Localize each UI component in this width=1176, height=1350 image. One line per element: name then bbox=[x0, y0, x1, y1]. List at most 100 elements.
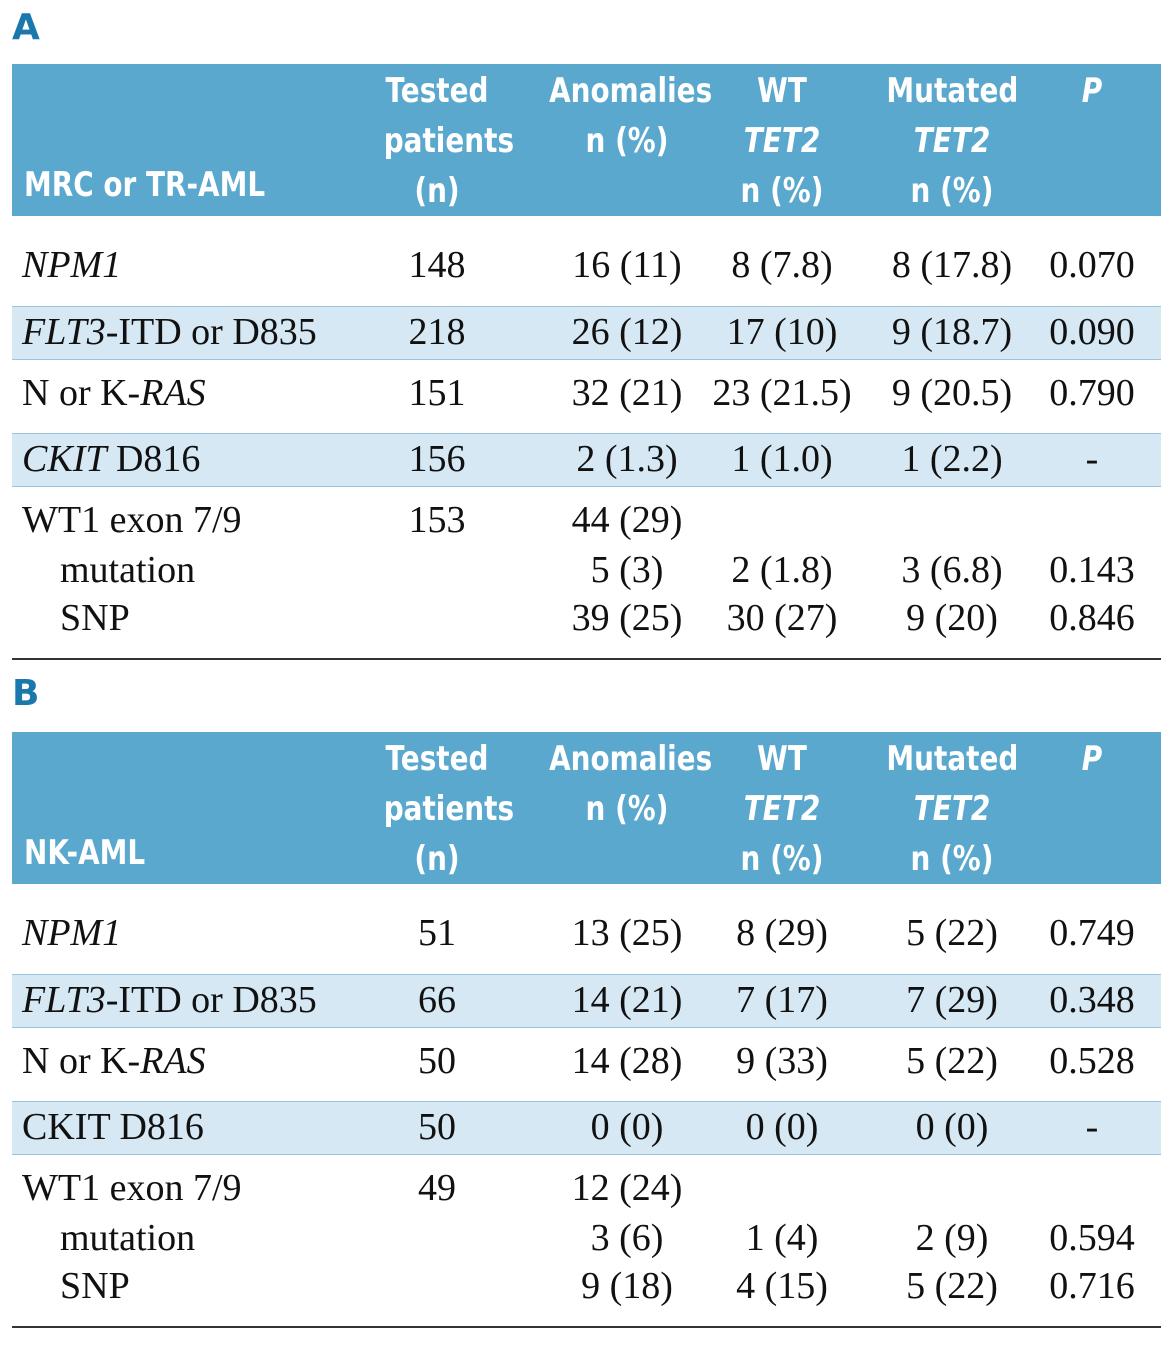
gene-name: WT1 exon 7/9 bbox=[22, 499, 242, 541]
gene-name: NPM1 bbox=[22, 912, 122, 954]
table-row: NPM1 148 16 (11) 8 (7.8) 8 (17.8) 0.070 bbox=[12, 240, 1161, 292]
section-b-label: B bbox=[12, 673, 40, 714]
anomalies-value: 13 (25) bbox=[571, 912, 683, 954]
col-wt-header: WT TET2 n (%) bbox=[740, 739, 824, 879]
wt-value: 0 (0) bbox=[745, 1106, 819, 1148]
mutated-value: 5 (22) bbox=[906, 1040, 998, 1082]
section-a-label: A bbox=[12, 7, 40, 48]
wt-value: 8 (7.8) bbox=[731, 244, 833, 286]
gene-name: NPM1 bbox=[22, 244, 122, 286]
section-a-header: Tested patients (n) Anomalies n (%) WT T… bbox=[12, 64, 1161, 216]
section-b-header: Tested patients (n) Anomalies n (%) WT T… bbox=[12, 732, 1161, 884]
gene-name: CKIT D816 bbox=[22, 1106, 204, 1148]
section-a-bottom-rule bbox=[12, 658, 1161, 660]
p-value: 0.143 bbox=[1049, 549, 1135, 591]
anomalies-value: 32 (21) bbox=[571, 372, 683, 414]
tested-value: 50 bbox=[418, 1040, 456, 1082]
row-group-label: MRC or TR-AML bbox=[24, 165, 266, 205]
p-value: 0.749 bbox=[1049, 912, 1135, 954]
table-row-wt1: WT1 exon 7/9 49 12 (24) mutation 3 (6) 1… bbox=[12, 1163, 1161, 1313]
sub-row-label-snp: SNP bbox=[60, 1265, 130, 1307]
wt-value: 4 (15) bbox=[736, 1265, 828, 1307]
gene-name: WT1 exon 7/9 bbox=[22, 1167, 242, 1209]
anomalies-value: 9 (18) bbox=[581, 1265, 673, 1307]
tested-value: 49 bbox=[418, 1167, 456, 1209]
p-value: 0.348 bbox=[1049, 979, 1135, 1021]
anomalies-value: 16 (11) bbox=[572, 244, 682, 286]
p-value: 0.594 bbox=[1049, 1217, 1135, 1259]
gene-name: CKIT D816 bbox=[22, 438, 201, 480]
p-value: 0.846 bbox=[1049, 597, 1135, 639]
row-group-label: NK-AML bbox=[24, 833, 146, 873]
anomalies-value: 14 (21) bbox=[571, 979, 683, 1021]
mutated-value: 7 (29) bbox=[906, 979, 998, 1021]
col-p-header: P bbox=[1081, 71, 1103, 111]
table-row: FLT3-ITD or D835 66 14 (21) 7 (17) 7 (29… bbox=[12, 974, 1161, 1028]
col-mutated-header: Mutated TET2 n (%) bbox=[886, 71, 1019, 211]
mutated-value: 5 (22) bbox=[906, 1265, 998, 1307]
mutated-value: 8 (17.8) bbox=[891, 244, 1013, 286]
gene-name: FLT3-ITD or D835 bbox=[22, 311, 317, 353]
mutated-value: 5 (22) bbox=[906, 912, 998, 954]
section-b-bottom-rule bbox=[12, 1326, 1161, 1328]
sub-row-label-mutation: mutation bbox=[60, 1217, 196, 1259]
mutated-value: 0 (0) bbox=[915, 1106, 989, 1148]
col-anomalies-header: Anomalies n (%) bbox=[549, 71, 713, 161]
wt-value: 2 (1.8) bbox=[731, 549, 833, 591]
mutated-value: 1 (2.2) bbox=[901, 438, 1003, 480]
wt-value: 8 (29) bbox=[736, 912, 828, 954]
tested-value: 151 bbox=[408, 372, 466, 414]
tested-value: 66 bbox=[418, 979, 456, 1021]
tested-value: 153 bbox=[408, 499, 466, 541]
wt-value: 1 (1.0) bbox=[731, 438, 833, 480]
p-value: 0.790 bbox=[1049, 372, 1135, 414]
sub-row-label-snp: SNP bbox=[60, 597, 130, 639]
tested-value: 148 bbox=[408, 244, 466, 286]
col-tested-header: Tested patients (n) bbox=[383, 739, 515, 879]
table-row-wt1: WT1 exon 7/9 153 44 (29) mutation 5 (3) … bbox=[12, 495, 1161, 645]
tested-value: 50 bbox=[418, 1106, 456, 1148]
p-value: 0.070 bbox=[1049, 244, 1135, 286]
mutated-value: 9 (20) bbox=[906, 597, 998, 639]
mutated-value: 2 (9) bbox=[915, 1217, 989, 1259]
anomalies-value: 39 (25) bbox=[571, 597, 683, 639]
anomalies-value: 26 (12) bbox=[571, 311, 683, 353]
p-value: 0.528 bbox=[1049, 1040, 1135, 1082]
wt-value: 1 (4) bbox=[745, 1217, 819, 1259]
anomalies-value: 44 (29) bbox=[571, 499, 683, 541]
anomalies-value: 2 (1.3) bbox=[576, 438, 678, 480]
table-row: CKIT D816 156 2 (1.3) 1 (1.0) 1 (2.2) - bbox=[12, 433, 1161, 487]
wt-value: 17 (10) bbox=[726, 311, 838, 353]
col-wt-header: WT TET2 n (%) bbox=[740, 71, 824, 211]
mutated-value: 9 (18.7) bbox=[891, 311, 1013, 353]
mutated-value: 3 (6.8) bbox=[901, 549, 1003, 591]
anomalies-value: 12 (24) bbox=[571, 1167, 683, 1209]
wt-value: 7 (17) bbox=[736, 979, 828, 1021]
tested-value: 51 bbox=[418, 912, 456, 954]
p-value: 0.090 bbox=[1049, 311, 1135, 353]
col-p-header: P bbox=[1081, 739, 1103, 779]
col-mutated-header: Mutated TET2 n (%) bbox=[886, 739, 1019, 879]
wt-value: 23 (21.5) bbox=[712, 372, 852, 414]
wt-value: 9 (33) bbox=[736, 1040, 828, 1082]
gene-name: FLT3-ITD or D835 bbox=[22, 979, 317, 1021]
p-value: - bbox=[1085, 438, 1099, 480]
col-anomalies-header: Anomalies n (%) bbox=[549, 739, 713, 829]
mutated-value: 9 (20.5) bbox=[891, 372, 1013, 414]
tested-value: 218 bbox=[408, 311, 466, 353]
table-row: FLT3-ITD or D835 218 26 (12) 17 (10) 9 (… bbox=[12, 306, 1161, 360]
col-tested-header: Tested patients (n) bbox=[383, 71, 515, 211]
p-value: 0.716 bbox=[1049, 1265, 1135, 1307]
anomalies-value: 0 (0) bbox=[590, 1106, 664, 1148]
table-row: N or K-RAS 50 14 (28) 9 (33) 5 (22) 0.52… bbox=[12, 1036, 1161, 1088]
tested-value: 156 bbox=[408, 438, 466, 480]
anomalies-value: 5 (3) bbox=[590, 549, 664, 591]
anomalies-value: 14 (28) bbox=[571, 1040, 683, 1082]
table-row: N or K-RAS 151 32 (21) 23 (21.5) 9 (20.5… bbox=[12, 368, 1161, 420]
p-value: - bbox=[1085, 1106, 1099, 1148]
sub-row-label-mutation: mutation bbox=[60, 549, 196, 591]
gene-name: N or K-RAS bbox=[22, 372, 206, 414]
anomalies-value: 3 (6) bbox=[590, 1217, 664, 1259]
gene-name: N or K-RAS bbox=[22, 1040, 206, 1082]
wt-value: 30 (27) bbox=[726, 597, 838, 639]
